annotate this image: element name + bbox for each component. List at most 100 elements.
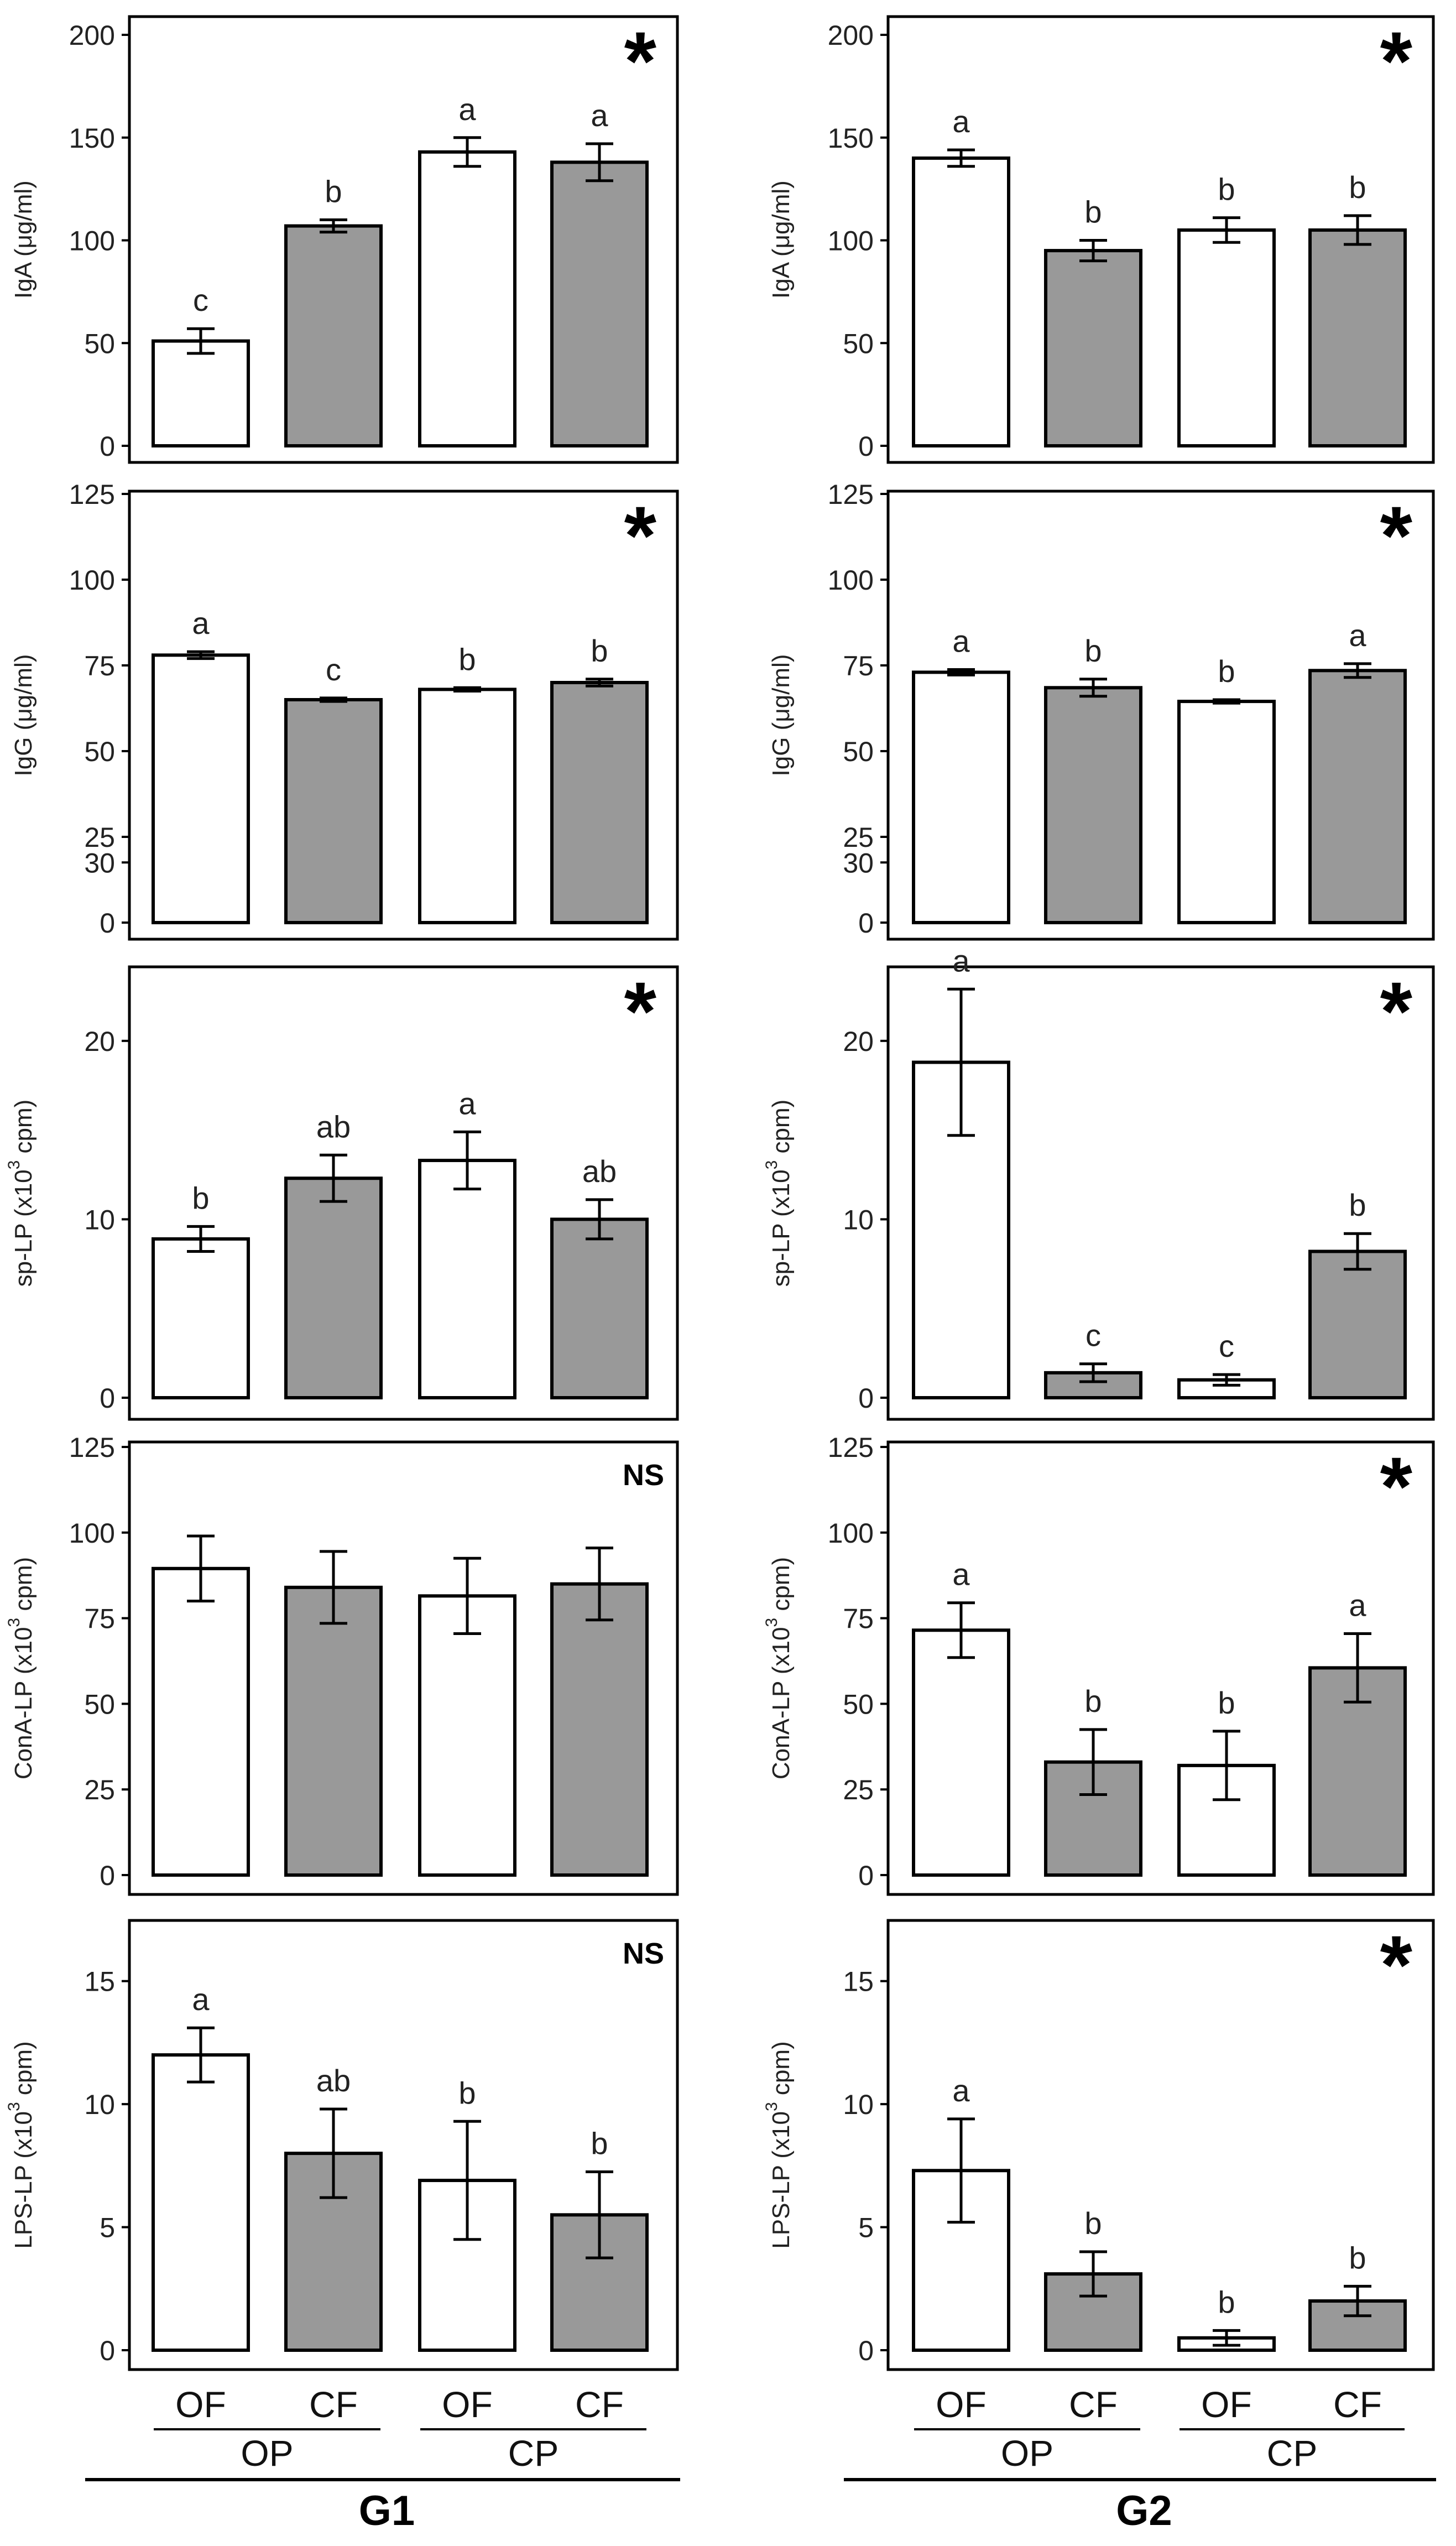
x-tick-label: CF bbox=[309, 2384, 358, 2425]
y-tick-label: 10 bbox=[84, 1204, 115, 1235]
panel-frame bbox=[886, 965, 1435, 1421]
panel-lpslp-g1: 0 5 10 15 LPS-LP (x103 cpm) a ab b b NS bbox=[5, 1919, 679, 2371]
significance-letter: a bbox=[952, 104, 970, 139]
y-tick-label: 25 bbox=[843, 822, 874, 853]
y-tick-label: 20 bbox=[843, 1026, 874, 1057]
x-axis-g2: OF CF OF CF OP CP G2 bbox=[844, 2384, 1436, 2534]
bar-of-3 bbox=[418, 1158, 516, 1400]
significance-star: * bbox=[1380, 489, 1413, 582]
y-tick-label: 10 bbox=[843, 1204, 874, 1235]
y-tick-label: 75 bbox=[84, 1603, 115, 1634]
bar-of-1 bbox=[912, 1628, 1010, 1877]
y-tick-label: 125 bbox=[69, 479, 115, 510]
y-tick-label: 0 bbox=[100, 2335, 115, 2366]
significance-letter: c bbox=[326, 652, 341, 687]
y-axis-label: IgG (μg/ml) bbox=[10, 654, 37, 777]
panel-frame bbox=[128, 1440, 679, 1896]
panel-frame bbox=[886, 490, 1435, 941]
significance-star: * bbox=[624, 489, 657, 582]
y-tick-label: 75 bbox=[84, 650, 115, 681]
y-tick-label: 100 bbox=[828, 565, 874, 596]
significance-star: * bbox=[624, 965, 657, 1058]
y-tick-label: 125 bbox=[828, 1432, 874, 1463]
y-axis-label: IgA (μg/ml) bbox=[768, 180, 795, 299]
y-tick-label: 25 bbox=[84, 822, 115, 853]
y-tick-label: 125 bbox=[828, 479, 874, 510]
significance-letter: c bbox=[1086, 1318, 1101, 1353]
x-tick-label: CF bbox=[1069, 2384, 1118, 2425]
column-label: G1 bbox=[359, 2487, 415, 2534]
y-tick-label: 125 bbox=[69, 1432, 115, 1463]
bar-of-3 bbox=[1177, 700, 1276, 924]
significance-letter: a bbox=[192, 1982, 210, 2017]
y-tick-label: 0 bbox=[858, 1860, 874, 1891]
significance-letter: b bbox=[591, 633, 608, 668]
panel-frame bbox=[128, 1919, 679, 2371]
y-tick-label: 100 bbox=[69, 1518, 115, 1549]
significance-star: * bbox=[1380, 1918, 1413, 2011]
group-label: OP bbox=[1001, 2433, 1053, 2474]
bar-of-1 bbox=[152, 653, 250, 925]
y-tick-label: 0 bbox=[100, 908, 115, 939]
column-label: G2 bbox=[1116, 2487, 1172, 2534]
panel-frame bbox=[886, 1919, 1435, 2371]
panel-frame bbox=[886, 1440, 1435, 1896]
bar-cf-4 bbox=[550, 681, 649, 924]
y-axis-label: ConA-LP (x103 cpm) bbox=[763, 1557, 795, 1779]
bar-cf-2 bbox=[284, 1176, 383, 1400]
y-tick-label: 30 bbox=[84, 847, 115, 878]
y-tick-label: 100 bbox=[828, 1518, 874, 1549]
significance-letter: b bbox=[591, 2126, 608, 2160]
bar-cf-4 bbox=[550, 1217, 649, 1400]
significance-letter: b bbox=[458, 642, 476, 676]
bar-of-3 bbox=[1177, 228, 1276, 447]
significance-star: * bbox=[624, 14, 657, 107]
significance-letter: b bbox=[192, 1180, 209, 1215]
bar-of-1 bbox=[912, 670, 1010, 925]
significance-letter: a bbox=[952, 943, 970, 978]
y-tick-label: 0 bbox=[858, 908, 874, 939]
significance-letter: b bbox=[1084, 633, 1102, 668]
panel-iga-g1: 0 50 100 150 200 IgA (μg/ml) c b a a * bbox=[10, 14, 679, 464]
y-tick-label: 50 bbox=[84, 1689, 115, 1720]
significance-letter: b bbox=[1218, 1685, 1235, 1720]
y-tick-label: 150 bbox=[69, 123, 115, 154]
panel-iga-g2: 0 50 100 150 200 IgA (μg/ml) a b b b * bbox=[768, 14, 1435, 464]
significance-letter: b bbox=[1084, 195, 1102, 230]
y-tick-label: 10 bbox=[843, 2089, 874, 2120]
significance-letter: a bbox=[952, 1557, 970, 1592]
panel-splp-g1: 0 10 20 30 sp-LP (x103 cpm) b ab a ab * bbox=[5, 847, 679, 1421]
significance-star: * bbox=[1380, 1440, 1413, 1533]
significance-letter: b bbox=[1084, 1684, 1102, 1719]
significance-letter: a bbox=[192, 606, 210, 641]
group-label: OP bbox=[241, 2433, 293, 2474]
bar-cf-2 bbox=[284, 1585, 383, 1877]
bar-of-3 bbox=[418, 1594, 516, 1877]
significance-letter: a bbox=[952, 623, 970, 658]
significance-letter: c bbox=[193, 283, 208, 317]
bar-cf-4 bbox=[1308, 2299, 1407, 2352]
bar-of-1 bbox=[152, 1566, 250, 1877]
bar-cf-4 bbox=[1308, 228, 1407, 447]
y-tick-label: 0 bbox=[100, 1383, 115, 1414]
significance-letter: b bbox=[1349, 1188, 1366, 1222]
bar-cf-2 bbox=[1044, 249, 1142, 447]
significance-letter: a bbox=[458, 92, 476, 127]
y-tick-label: 150 bbox=[828, 123, 874, 154]
significance-letter: b bbox=[1218, 172, 1235, 207]
bar-cf-2 bbox=[284, 698, 383, 924]
x-tick-label: OF bbox=[1201, 2384, 1252, 2425]
y-tick-label: 200 bbox=[828, 20, 874, 51]
y-tick-label: 20 bbox=[84, 1026, 115, 1057]
significance-letter: ab bbox=[316, 2063, 351, 2098]
panel-frame bbox=[128, 965, 679, 1421]
significance-letter: c bbox=[1219, 1329, 1234, 1363]
y-axis-label: ConA-LP (x103 cpm) bbox=[5, 1557, 37, 1779]
significance-letter: ab bbox=[582, 1154, 617, 1189]
panel-conalp-g2: 0 25 50 75 100 125 ConA-LP (x103 cpm) a b b a * bbox=[763, 1432, 1435, 1896]
panel-igg-g2: 0 25 50 75 100 125 IgG (μg/ml) a b b a * bbox=[768, 479, 1435, 941]
y-axis-label: IgA (μg/ml) bbox=[10, 180, 37, 299]
significance-ns: NS bbox=[623, 1459, 664, 1492]
y-tick-label: 50 bbox=[84, 736, 115, 767]
x-tick-label: OF bbox=[442, 2384, 493, 2425]
